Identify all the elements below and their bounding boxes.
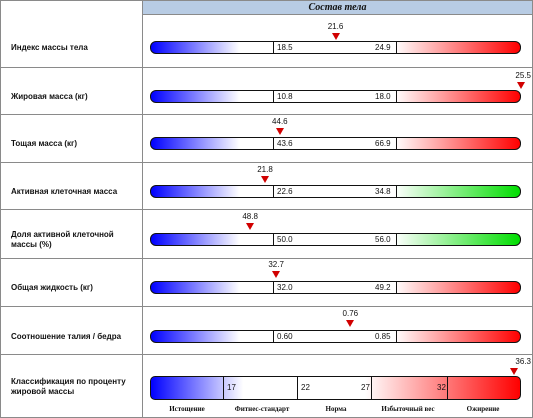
bmi-low-value: 18.5 [277,43,293,52]
active-cell-share-high-value: 56.0 [375,235,391,244]
threshold-22: 22 [301,383,310,392]
lean-mass-low-tick [273,138,274,149]
threshold-divider [223,377,224,399]
category-label-exhaustion: Истощение [169,405,205,413]
threshold-27: 27 [361,383,370,392]
category-label-norm: Норма [325,405,347,413]
category-label-overweight: Избыточный вес [381,405,435,413]
lean-mass-low-value: 43.6 [277,139,293,148]
active-cell-mass-low-value: 22.6 [277,187,293,196]
fat-classification-scale: 17 22 27 32 [150,376,521,400]
row-divider [1,354,532,355]
fat-mass-value: 25.5 [515,71,531,80]
row-label-active-cell-share: Доля активной клеточной массы (%) [11,230,114,249]
row-label-bmi: Индекс массы тела [11,43,88,52]
active-cell-share-marker [246,223,255,230]
fat-mass-scale-bar: 10.8 18.0 [150,90,521,103]
bmi-scale-bar: 18.5 24.9 [150,41,521,54]
threshold-divider [297,377,298,399]
row-divider [1,114,532,115]
threshold-divider [371,377,372,399]
active-cell-mass-scale-bar: 22.6 34.8 [150,185,521,198]
bmi-high-value: 24.9 [375,43,391,52]
fat-mass-high-tick [396,91,397,102]
row-label-fat-classification: Классификация по проценту жировой массы [11,377,126,396]
active-cell-mass-high-value: 34.8 [375,187,391,196]
threshold-divider [447,377,448,399]
bmi-low-tick [273,42,274,53]
fat-classification-value: 36.3 [515,357,531,366]
fat-classification-marker [509,368,518,375]
total-water-high-value: 49.2 [375,283,391,292]
row-divider [1,67,532,68]
panel-title: Состав тела [308,2,367,13]
row-divider [1,306,532,307]
total-water-scale-bar: 32.0 49.2 [150,281,521,294]
active-cell-mass-marker [261,176,269,183]
lean-mass-high-value: 66.9 [375,139,391,148]
bmi-value: 21.6 [327,22,344,31]
total-water-high-tick [396,282,397,293]
lean-mass-high-tick [396,138,397,149]
lean-mass-value: 44.6 [272,117,288,126]
row-divider [1,209,532,210]
active-cell-share-high-tick [396,234,397,245]
total-water-value: 32.7 [268,260,284,269]
bmi-marker [331,33,340,40]
waist-hip-low-tick [273,331,274,342]
category-label-obesity: Ожирение [466,405,500,413]
active-cell-share-low-tick [273,234,274,245]
panel-header: Состав тела [143,1,532,15]
waist-hip-value: 0.76 [342,309,359,318]
row-label-waist-hip: Соотношение талия / бедра [11,332,122,341]
lean-mass-marker [275,128,284,135]
total-water-low-value: 32.0 [277,283,293,292]
fat-mass-marker [517,82,525,89]
row-divider [1,258,532,259]
row-label-lean-mass: Тощая масса (кг) [11,139,78,148]
fat-mass-low-value: 10.8 [277,92,293,101]
threshold-17: 17 [227,383,236,392]
category-label-fitness: Фитнес-стандарт [234,405,290,413]
threshold-32: 32 [437,383,446,392]
active-cell-mass-high-tick [396,186,397,197]
active-cell-share-value: 48.8 [242,212,258,221]
row-label-fat-mass: Жировая масса (кг) [11,92,88,101]
fat-mass-low-tick [273,91,274,102]
active-cell-share-scale-bar: 50.0 56.0 [150,233,521,246]
active-cell-share-low-value: 50.0 [277,235,293,244]
active-cell-mass-value: 21.8 [257,165,273,174]
total-water-marker [272,271,281,278]
waist-hip-high-value: 0.85 [375,332,391,341]
waist-hip-low-value: 0.60 [277,332,293,341]
total-water-low-tick [273,282,274,293]
row-label-total-water: Общая жидкость (кг) [11,283,93,292]
waist-hip-marker [346,320,355,327]
waist-hip-scale-bar: 0.60 0.85 [150,330,521,343]
waist-hip-high-tick [396,331,397,342]
active-cell-mass-low-tick [273,186,274,197]
bmi-high-tick [396,42,397,53]
row-divider [1,162,532,163]
row-label-active-cell-mass: Активная клеточная масса [11,187,118,196]
lean-mass-scale-bar: 43.6 66.9 [150,137,521,150]
fat-mass-high-value: 18.0 [375,92,391,101]
